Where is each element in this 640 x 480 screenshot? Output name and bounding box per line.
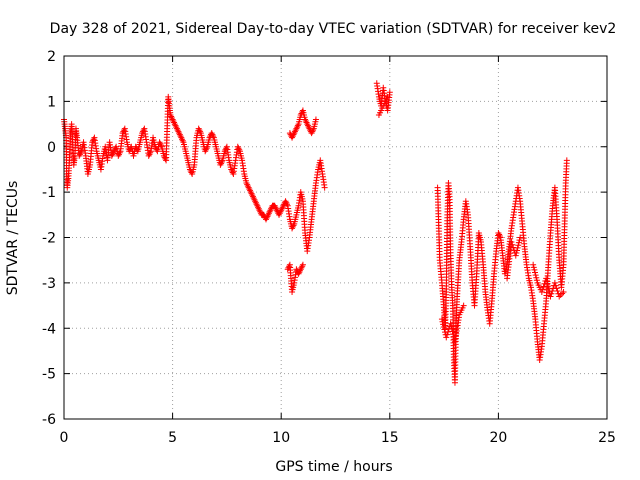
data-point [140,127,147,134]
y-tick-label: 1 [47,94,56,110]
data-point [440,321,447,328]
x-tick-label: 25 [598,430,616,446]
plot-frame [63,55,608,420]
x-tick-label: 5 [168,430,177,446]
data-point [235,145,242,152]
data-point [560,288,567,295]
y-tick-label: -2 [42,231,56,247]
data-point [552,282,559,289]
data-point [563,157,570,164]
y-tick-label: -3 [42,276,56,292]
data-point [553,285,560,292]
data-point [538,288,545,295]
data-point [223,145,230,152]
x-axis-label: GPS time / hours [275,459,392,475]
data-point [543,275,550,282]
data-point [551,279,558,286]
data-point [299,261,306,268]
data-point [515,242,522,249]
chart-title: Day 328 of 2021, Sidereal Day-to-day VTE… [50,21,617,37]
data-point [544,280,551,287]
data-point [321,184,328,191]
data-point [531,266,538,273]
data-point [533,277,540,284]
data-point [512,252,519,259]
data-point [509,241,516,248]
grid-lines [64,56,607,419]
x-tick-label: 20 [489,430,507,446]
data-point [439,318,446,325]
x-tick-label: 15 [381,430,399,446]
y-tick-label: -1 [42,185,56,201]
data-point [146,151,153,158]
x-tick-label: 0 [60,430,69,446]
data-point [532,272,539,279]
data-point [516,237,523,244]
data-point [444,331,451,338]
data-point [447,320,454,327]
data-point [508,239,515,246]
data-point [312,116,319,123]
data-point [449,328,456,335]
data-point [530,261,537,268]
y-tick-label: -4 [42,321,56,337]
data-point [384,93,391,100]
data-point [549,288,556,295]
y-tick-label: 2 [47,49,56,65]
data-point [460,302,467,309]
data-point [438,316,445,323]
data-point [517,234,524,241]
data-point [532,269,539,276]
data-point [539,286,546,293]
data-points [61,80,570,386]
data-point [496,231,503,238]
x-tick-label: 10 [272,430,290,446]
data-point [440,323,447,330]
data-point [286,263,293,270]
data-point [448,323,455,330]
data-point [533,274,540,281]
data-point [554,288,561,295]
data-point [556,293,563,300]
data-point [162,155,169,162]
y-tick-label: -5 [42,367,56,383]
data-point [76,151,83,158]
data-point [514,244,521,251]
data-point [548,290,555,297]
data-point [448,325,455,332]
y-tick-label: -6 [42,412,56,428]
data-point [229,169,236,176]
data-point [90,136,97,143]
data-point [386,89,393,96]
data-point [443,334,450,341]
data-point [513,250,520,257]
data-point [545,283,552,290]
data-point [530,264,537,271]
y-tick-label: 0 [47,140,56,156]
data-point [121,127,128,134]
data-point [547,293,554,300]
data-point [515,239,522,246]
data-point [543,277,550,284]
y-axis-label: SDTVAR / TECUs [5,181,21,296]
data-point [514,247,521,254]
